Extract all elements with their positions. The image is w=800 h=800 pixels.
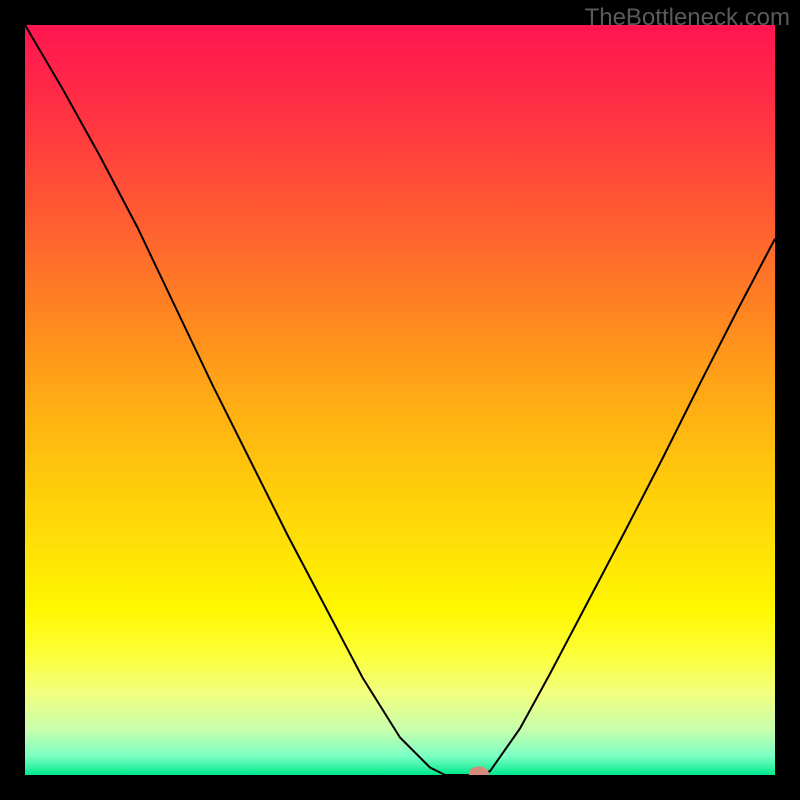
chart-container: TheBottleneck.com xyxy=(0,0,800,800)
chart-svg xyxy=(25,25,775,775)
plot-area xyxy=(25,25,775,775)
gradient-background xyxy=(25,25,775,775)
watermark-text: TheBottleneck.com xyxy=(585,4,790,32)
